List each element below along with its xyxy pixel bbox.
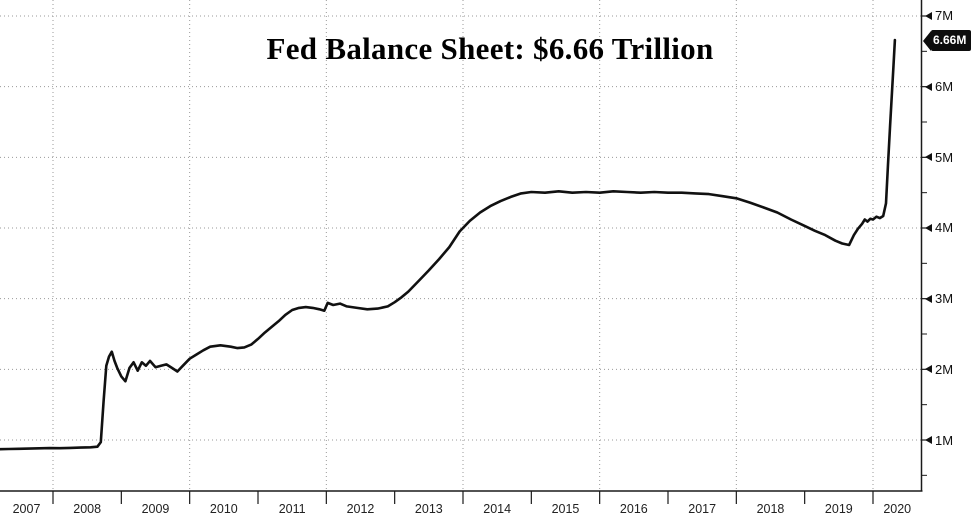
- tick-arrow-icon: [925, 11, 932, 20]
- x-year-label: 2014: [483, 502, 512, 516]
- x-year-label: 2018: [756, 502, 785, 516]
- y-tick-text: 3M: [935, 291, 954, 307]
- balance-sheet-line: [0, 38, 897, 451]
- y-tick-text: 2M: [935, 361, 954, 377]
- tick-arrow-icon: [925, 365, 932, 374]
- y-tick-text: 6M: [935, 79, 954, 95]
- y-tick-text: 5M: [935, 149, 954, 165]
- tick-arrow-icon: [925, 436, 932, 444]
- y-tick-text: 7M: [935, 8, 954, 24]
- y-tick-label: 3M: [925, 290, 953, 308]
- tick-arrow-icon: [925, 82, 932, 91]
- badge-left-arrow-icon: [923, 30, 931, 51]
- badge-value: 6.66M: [931, 30, 972, 52]
- y-tick-text: 1M: [935, 432, 954, 448]
- x-year-label: 2011: [278, 502, 306, 516]
- y-tick-label: 1M: [925, 431, 953, 449]
- x-year-label: 2012: [346, 502, 375, 516]
- tick-arrow-icon: [925, 223, 932, 232]
- x-year-label: 2020: [883, 502, 912, 516]
- x-year-label: 2009: [141, 502, 170, 516]
- y-tick-label: 2M: [925, 360, 953, 378]
- x-year-label: 2016: [619, 502, 648, 516]
- y-tick-label: 5M: [925, 148, 953, 166]
- y-tick-label: 7M: [925, 7, 953, 25]
- tick-arrow-icon: [925, 153, 932, 162]
- y-tick-label: 6M: [925, 78, 953, 96]
- x-year-label: 2015: [551, 502, 580, 516]
- x-year-label: 2019: [824, 502, 853, 516]
- y-tick-text: 4M: [935, 220, 954, 236]
- last-value-badge: 6.66M: [923, 30, 972, 52]
- x-year-label: 2008: [73, 502, 102, 516]
- chart-title: Fed Balance Sheet: $6.66 Trillion: [266, 31, 714, 66]
- x-year-label: 2017: [688, 502, 717, 516]
- y-tick-label: 4M: [925, 219, 953, 237]
- x-year-label: 2007: [12, 502, 41, 516]
- x-year-label: 2010: [209, 502, 238, 516]
- tick-arrow-icon: [925, 294, 932, 303]
- x-year-label: 2013: [414, 502, 443, 516]
